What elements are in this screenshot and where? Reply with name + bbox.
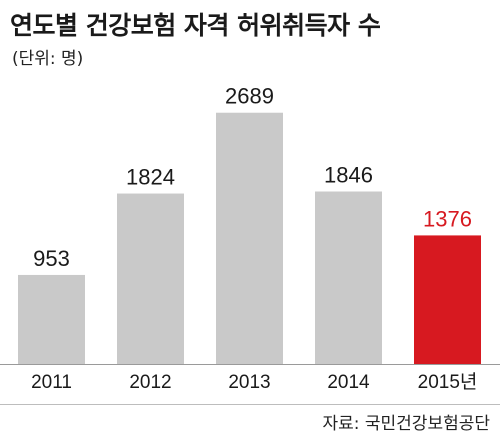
x-tick-label-2: 2013 xyxy=(228,372,270,393)
bar-0 xyxy=(18,274,85,364)
bar-3 xyxy=(315,191,382,364)
chart-title: 연도별 건강보험 자격 허위취득자 수 xyxy=(10,11,381,40)
data-label-3: 1846 xyxy=(324,162,373,187)
bar-1 xyxy=(117,193,184,364)
x-tick-label-0: 2011 xyxy=(31,372,72,393)
data-label-1: 1824 xyxy=(126,165,175,190)
bar-4 xyxy=(414,235,481,364)
x-tick-label-4: 2015년 xyxy=(418,371,478,393)
x-tick-label-1: 2012 xyxy=(129,372,171,393)
bar-chart: 953 2011 1824 2012 2689 2013 1846 2014 1376 2015년 xyxy=(0,84,500,393)
x-tick-label-3: 2014 xyxy=(327,372,370,393)
source-note: 자료: 국민건강보험공단 xyxy=(322,414,490,434)
source-divider xyxy=(0,404,500,405)
bar-2 xyxy=(216,112,283,364)
data-label-2: 2689 xyxy=(225,84,274,109)
data-label-0: 953 xyxy=(33,246,70,271)
data-label-4: 1376 xyxy=(423,206,472,231)
unit-label: (단위: 명) xyxy=(12,49,84,69)
